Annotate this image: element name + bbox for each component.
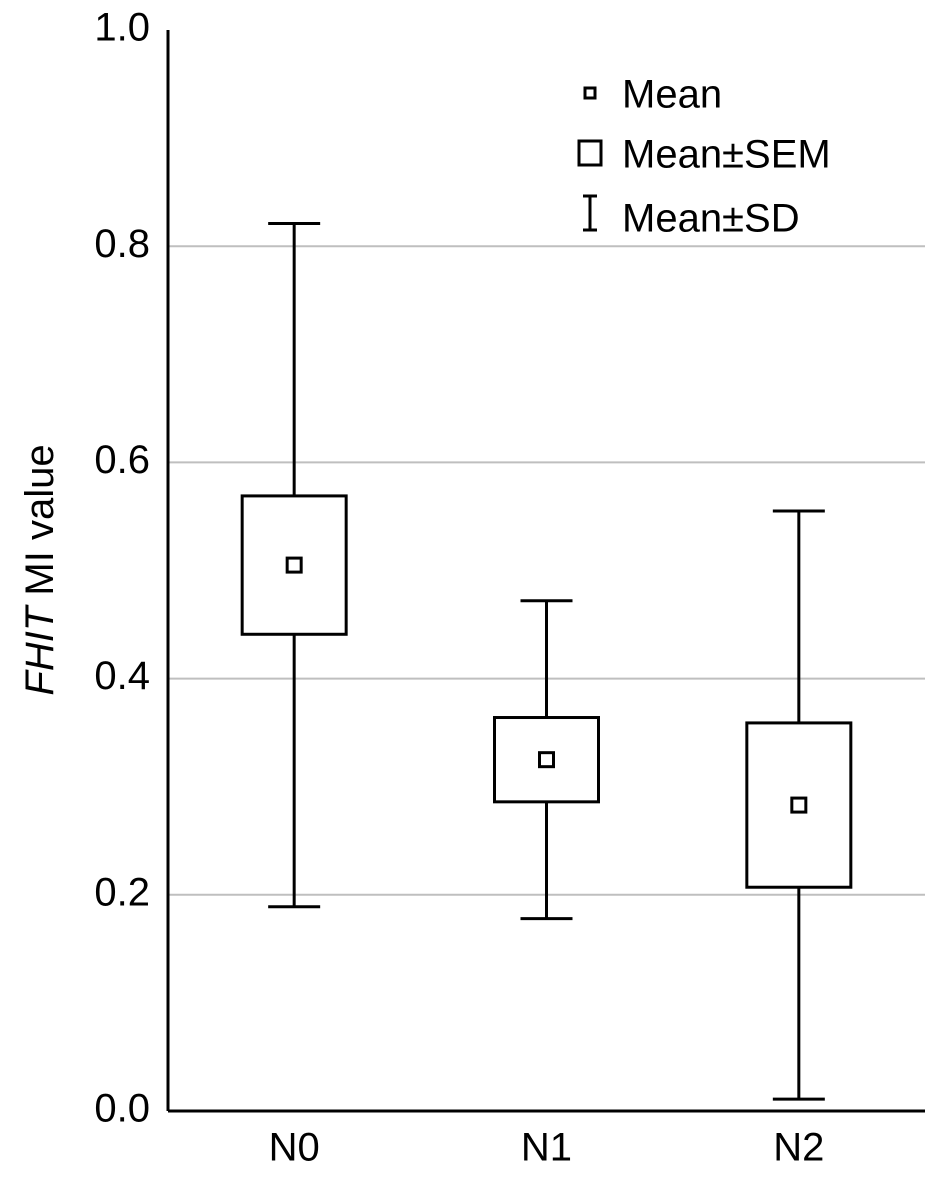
x-tick-label: N1 bbox=[521, 1126, 572, 1170]
legend-mean-symbol bbox=[583, 86, 597, 100]
y-tick-label: 0.2 bbox=[94, 870, 150, 914]
legend-sem-symbol bbox=[577, 139, 603, 167]
y-axis-label: FHIT MI value bbox=[18, 444, 62, 695]
y-axis-label-italic: FHIT bbox=[18, 604, 62, 695]
y-tick-label: 0.8 bbox=[94, 222, 150, 266]
mean-marker bbox=[790, 796, 808, 814]
legend-label: Mean±SEM bbox=[622, 133, 831, 177]
y-tick-label: 0.6 bbox=[94, 438, 150, 482]
y-axis-label-text: MI value bbox=[18, 444, 62, 595]
y-tick-label: 0.4 bbox=[94, 654, 150, 698]
mean-marker bbox=[285, 556, 303, 574]
mean-marker bbox=[538, 751, 555, 769]
sem-box bbox=[240, 494, 348, 636]
legend-label: Mean±SD bbox=[622, 197, 800, 241]
x-tick-label: N0 bbox=[269, 1126, 320, 1170]
legend-label: Mean bbox=[622, 73, 722, 117]
x-tick-label: N2 bbox=[773, 1126, 824, 1170]
y-tick-label: 1.0 bbox=[94, 6, 150, 50]
y-tick-label: 0.0 bbox=[94, 1087, 150, 1131]
